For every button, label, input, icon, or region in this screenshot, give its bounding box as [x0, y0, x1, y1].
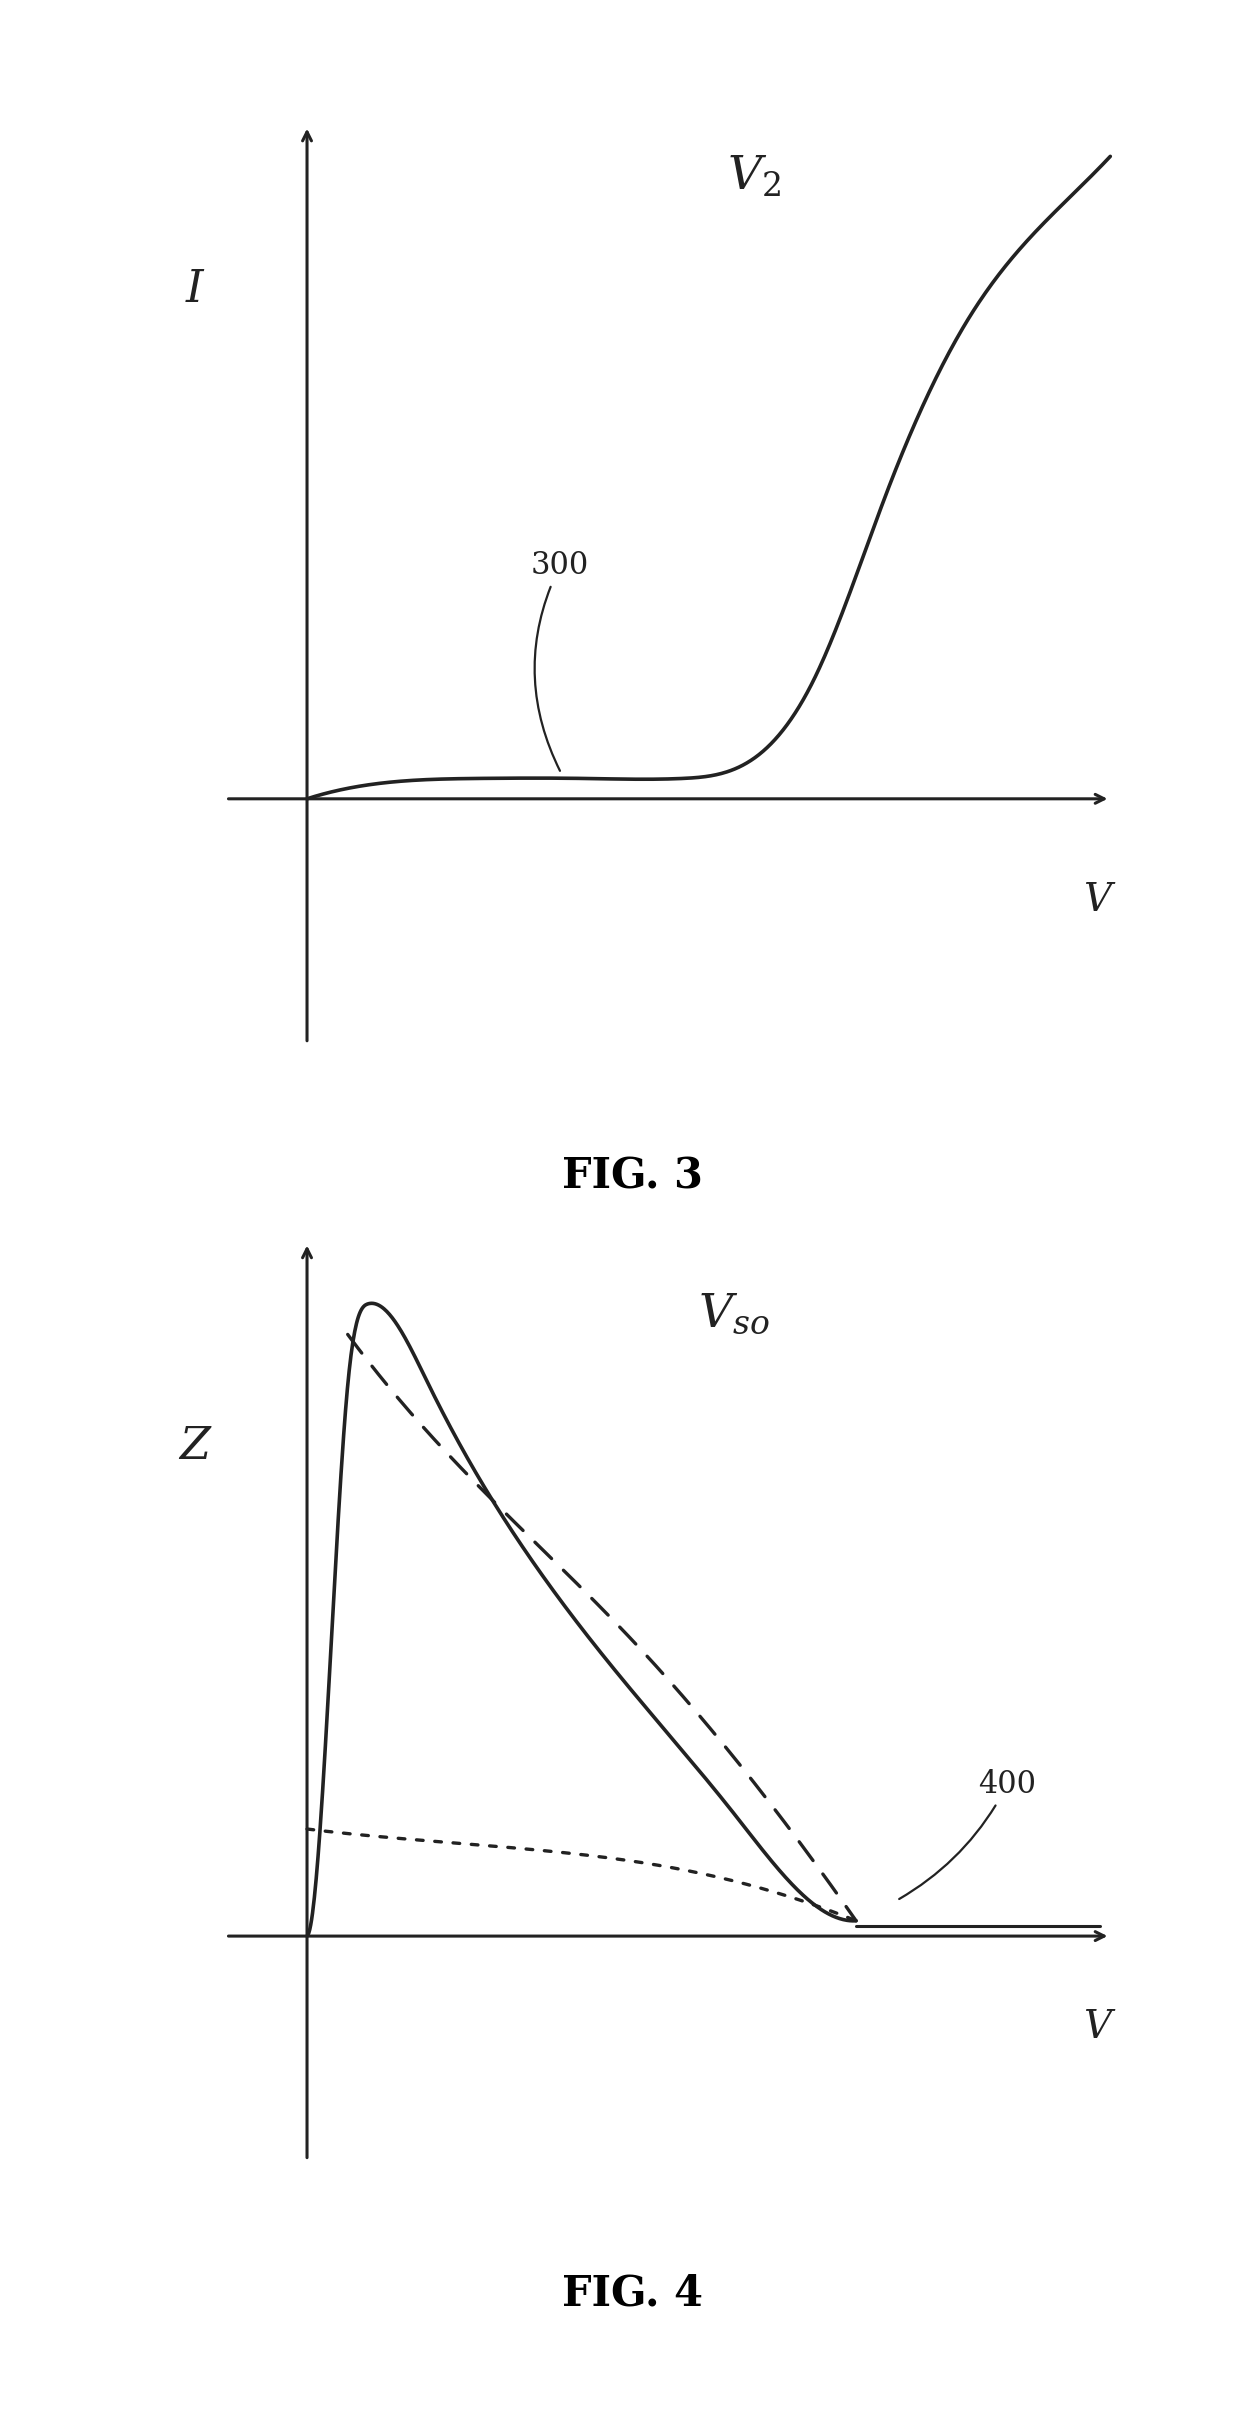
Text: 300: 300: [531, 551, 589, 770]
Text: $V$: $V$: [1084, 2010, 1117, 2047]
Text: 400: 400: [899, 1770, 1037, 1899]
Text: $V_{so}$: $V_{so}$: [698, 1292, 770, 1338]
Text: $V$: $V$: [1084, 881, 1117, 920]
Text: FIG. 4: FIG. 4: [562, 2273, 703, 2314]
Text: FIG. 3: FIG. 3: [562, 1156, 703, 1197]
Text: $V_2$: $V_2$: [728, 153, 781, 199]
Text: $Z$: $Z$: [177, 1425, 212, 1469]
Text: $I$: $I$: [185, 267, 206, 311]
